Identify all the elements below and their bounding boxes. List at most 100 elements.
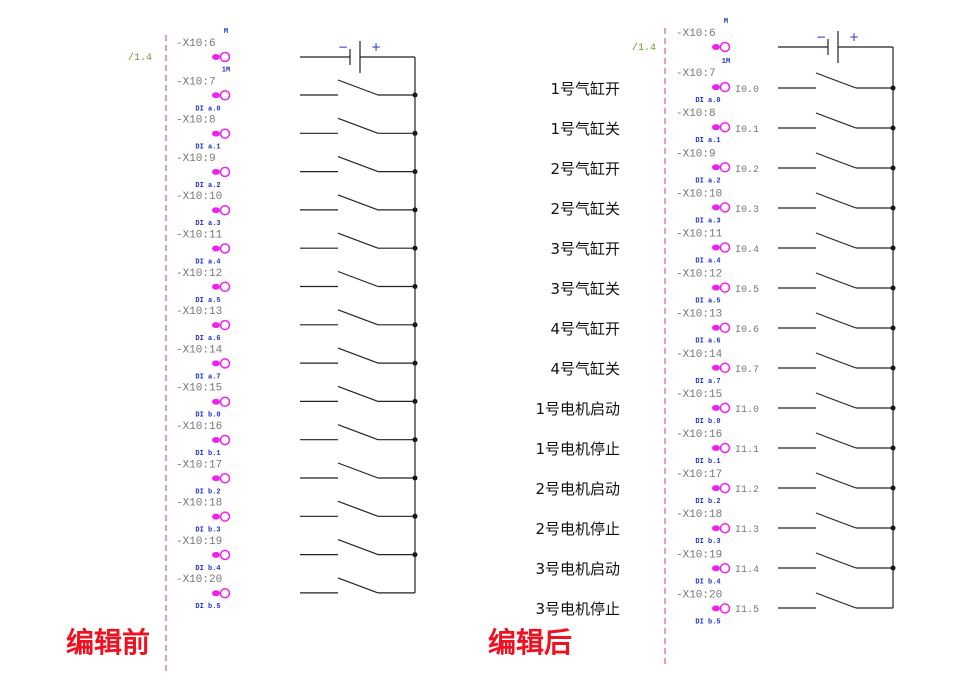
terminal-pin [219,319,231,331]
terminal-id: -X10:14 [176,344,223,356]
terminal-pin [219,511,231,522]
terminal-tag: DI b.3 [195,527,220,535]
switch-blade [815,592,857,609]
input-label: 1号电机启动 [535,400,620,418]
terminal-tag: DI b.3 [695,538,720,546]
terminal-pin [712,445,720,451]
input-address: I1.5 [735,605,759,616]
input-label: 1号电机停止 [535,440,620,458]
terminal-pin [212,360,220,367]
terminal-id: -X10:20 [176,574,222,586]
input-label: 2号电机启动 [535,480,620,498]
terminal-pin [212,168,220,175]
terminal-id: -X10:8 [176,115,216,127]
input-label: 4号气缸开 [550,320,620,338]
terminal-id: -X10:9 [676,148,716,160]
terminal-pin [712,204,720,211]
terminal-tag: DI a.1 [195,144,220,152]
terminal-pin [219,281,231,293]
terminal-pin [212,54,220,60]
terminal-id: -X10:18 [676,509,722,521]
input-address: I1.2 [735,485,759,496]
terminal-id: -X10:19 [676,549,722,561]
switch-blade [337,347,379,364]
terminal-id: -X10:7 [176,76,216,88]
terminal-pin [712,284,720,291]
terminal-tag: DI a.6 [695,338,720,346]
terminal-id: -X10:10 [176,191,222,203]
terminal-tag: DI a.3 [195,220,220,228]
terminal-pin [712,605,720,612]
switch-blade [815,512,857,529]
input-address: I0.0 [735,85,759,96]
terminal-tag: DI a.3 [695,217,720,225]
input-label: 4号气缸关 [550,360,620,378]
terminal-id: -X10:17 [176,459,222,471]
terminal-id: -X10:20 [676,589,722,601]
terminal-tag: DI a.6 [195,335,220,343]
input-label: 3号气缸开 [550,240,620,258]
terminal-pin [712,525,720,532]
terminal-pin [212,513,220,520]
input-label: 1号气缸关 [550,120,620,138]
switch-blade [337,309,379,326]
input-address: I1.1 [735,445,759,456]
switch-blade [815,352,857,369]
terminal-id: -X10:8 [676,108,716,120]
input-label: 3号气缸关 [550,280,620,298]
terminal-pin [712,44,720,50]
input-address: I1.3 [735,525,759,536]
switch-blade [337,232,379,249]
terminal-id: -X10:7 [676,68,716,80]
terminal-tag: DI a.0 [695,97,720,105]
terminal-id: -X10:15 [676,389,722,401]
switch-blade [815,432,857,449]
polarity: + [371,40,381,54]
polarity: − [816,30,826,44]
switch-blade [815,272,857,289]
terminal-pin [719,41,731,53]
input-label: 3号电机启动 [535,560,620,578]
terminal-id: -X10:10 [676,188,722,200]
terminal-pin [719,202,731,213]
input-address: I0.7 [735,365,759,376]
terminal-pin [212,92,220,99]
terminal-pin [712,124,720,131]
terminal-id: -X10:13 [176,306,222,318]
terminal-pin [212,322,220,329]
terminal-pin [212,207,220,214]
terminal-pin [219,434,231,446]
switch-blade [337,462,379,479]
switch-blade [337,577,379,594]
terminal-tag: 1M [722,58,730,66]
input-address: I1.4 [735,565,759,576]
switch-blade [815,472,857,489]
switch-blade [337,500,379,517]
input-label: 3号电机停止 [535,600,620,618]
input-address: I0.4 [735,245,759,256]
terminal-pin [719,563,731,574]
terminal-pin [719,362,731,374]
input-address: I0.2 [735,165,759,176]
input-address: I1.0 [735,405,759,416]
terminal-pin [719,603,731,614]
switch-blade [815,312,857,329]
switch-blade [815,112,857,129]
terminal-id: -X10:16 [176,421,222,433]
switch-blade [337,385,379,402]
terminal-pin [719,242,731,253]
terminal-id: -X10:14 [676,349,723,361]
switch-blade [815,72,857,89]
terminal-pin [219,166,231,178]
switch-blade [337,539,379,556]
terminal-pin [712,164,720,171]
terminal-pin [719,81,731,93]
terminal-pin [219,358,231,369]
terminal-tag: M [224,28,228,36]
switch-blade [815,152,857,169]
terminal-pin [712,244,720,251]
terminal-pin [212,245,220,252]
switch-blade [337,156,379,173]
polarity: − [338,40,348,54]
terminal-pin [719,402,731,414]
